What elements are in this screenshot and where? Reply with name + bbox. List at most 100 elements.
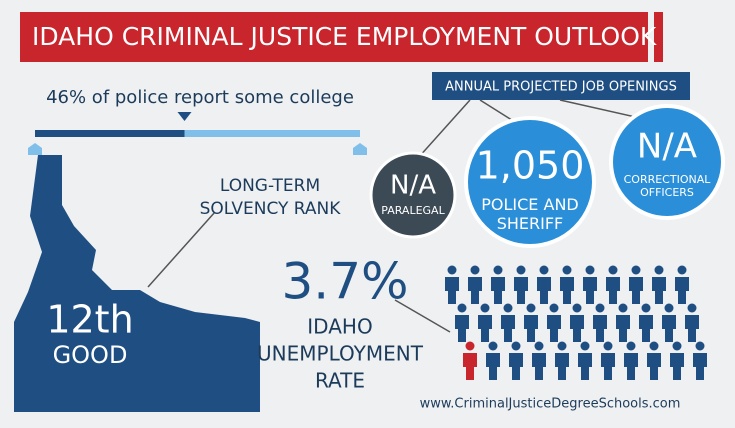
person-head — [649, 341, 659, 351]
person-body — [491, 277, 505, 304]
bar-end — [28, 143, 42, 155]
person-head — [618, 303, 628, 313]
person-body — [616, 315, 630, 342]
person-head — [572, 303, 582, 313]
person-head — [654, 265, 664, 275]
correctional-circle — [609, 104, 725, 220]
person-head — [457, 303, 467, 313]
person-body — [662, 315, 676, 342]
openings-value: N/A — [637, 127, 697, 167]
person-body — [639, 315, 653, 342]
connector — [147, 211, 216, 288]
person-head — [480, 303, 490, 313]
person-head — [470, 265, 480, 275]
person-body — [593, 315, 607, 342]
college-label: 46% of police report some college — [46, 87, 354, 108]
person-head — [595, 303, 605, 313]
openings-value: N/A — [390, 171, 436, 201]
person-head — [562, 265, 572, 275]
person-head — [549, 303, 559, 313]
person-body — [445, 277, 459, 304]
person-head — [672, 341, 682, 351]
label-line: OFFICERS — [640, 186, 694, 199]
person-head — [580, 341, 590, 351]
person-body — [455, 315, 469, 342]
paralegal-circle — [369, 151, 457, 239]
person-head — [447, 265, 457, 275]
openings-value: 1,050 — [476, 144, 585, 188]
person-body — [463, 353, 477, 380]
person-body — [514, 277, 528, 304]
person-head — [511, 341, 521, 351]
label-line: POLICE AND — [481, 195, 578, 214]
unemployment-label: RATE — [315, 369, 365, 393]
person-body — [652, 277, 666, 304]
person-body — [509, 353, 523, 380]
solvency-rank: 12th — [46, 298, 133, 342]
openings-title: ANNUAL PROJECTED JOB OPENINGS — [445, 80, 677, 95]
bar-track — [35, 130, 360, 137]
person-body — [570, 315, 584, 342]
person-head — [503, 303, 513, 313]
person-body — [647, 353, 661, 380]
person-head — [516, 265, 526, 275]
person-body — [555, 353, 569, 380]
solvency-rating: GOOD — [53, 341, 128, 369]
person-body — [693, 353, 707, 380]
openings-box — [432, 72, 690, 100]
person-body — [501, 315, 515, 342]
bar-marker — [177, 112, 192, 121]
people-icons — [445, 265, 707, 380]
person-body — [675, 277, 689, 304]
person-body — [624, 353, 638, 380]
person-head — [687, 303, 697, 313]
person-body — [685, 315, 699, 342]
person-head — [664, 303, 674, 313]
college-bar — [28, 112, 367, 155]
person-head — [626, 341, 636, 351]
title: IDAHO CRIMINAL JUSTICE EMPLOYMENT OUTLOO… — [32, 22, 657, 51]
person-head — [608, 265, 618, 275]
openings-label: POLICE AND SHERIFF — [481, 195, 578, 233]
person-body — [629, 277, 643, 304]
person-body — [606, 277, 620, 304]
unemployment-label: UNEMPLOYMENT — [257, 342, 424, 366]
person-body — [560, 277, 574, 304]
person-head — [631, 265, 641, 275]
openings-label: CORRECTIONAL OFFICERS — [624, 173, 712, 199]
bar-fill — [35, 130, 185, 137]
person-head — [603, 341, 613, 351]
connector — [479, 99, 516, 123]
person-body — [532, 353, 546, 380]
person-head — [465, 341, 475, 351]
person-head — [677, 265, 687, 275]
person-body — [601, 353, 615, 380]
person-body — [578, 353, 592, 380]
label-line: CORRECTIONAL — [624, 173, 712, 186]
person-head — [585, 265, 595, 275]
idaho-map — [14, 155, 260, 412]
person-head — [488, 341, 498, 351]
connector — [559, 99, 641, 119]
person-body — [486, 353, 500, 380]
label-line: SHERIFF — [497, 214, 564, 233]
openings-label: PARALEGAL — [381, 204, 445, 217]
person-body — [537, 277, 551, 304]
title-bar — [20, 12, 648, 62]
connector — [417, 99, 471, 159]
person-head — [557, 341, 567, 351]
person-body — [524, 315, 538, 342]
person-body — [583, 277, 597, 304]
footer-url: www.CriminalJusticeDegreeSchools.com — [420, 397, 681, 412]
title-bar-accent — [654, 12, 663, 62]
bar-end — [353, 143, 367, 155]
person-head — [539, 265, 549, 275]
person-body — [468, 277, 482, 304]
person-body — [478, 315, 492, 342]
connector — [394, 299, 451, 333]
solvency-label: LONG-TERM — [220, 176, 320, 196]
unemployment-label: IDAHO — [307, 315, 372, 339]
person-head — [526, 303, 536, 313]
solvency-label: SOLVENCY RANK — [200, 199, 342, 219]
